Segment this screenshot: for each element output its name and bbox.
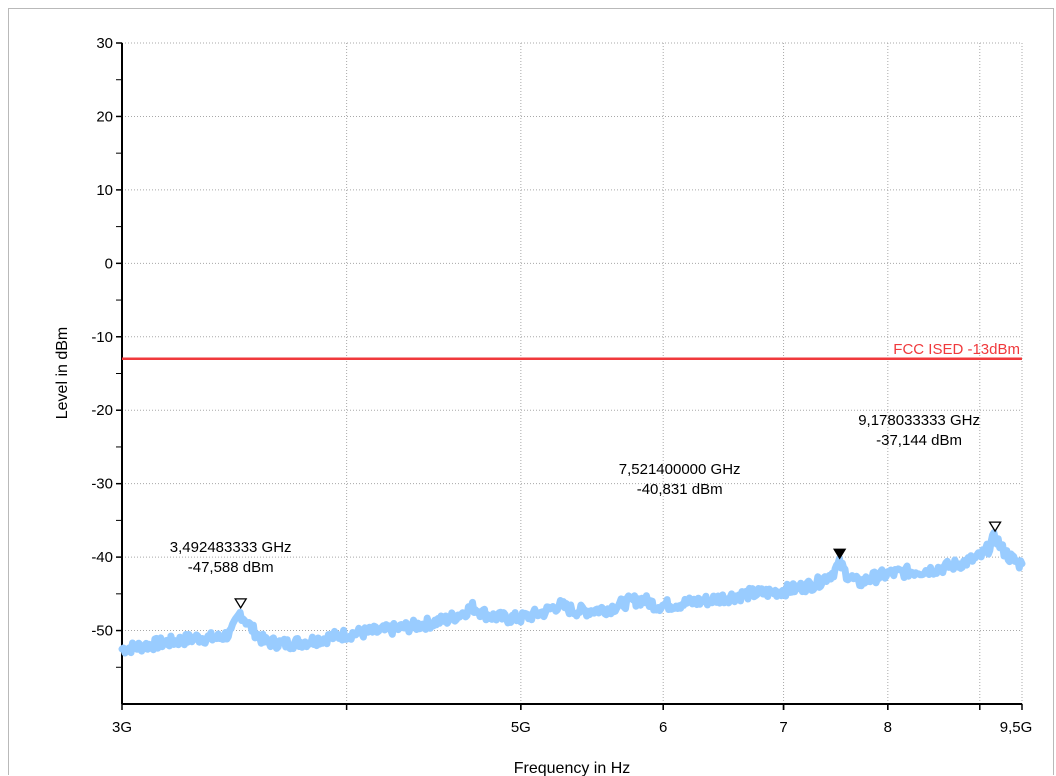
spectrum-trace xyxy=(118,529,1026,657)
x-axis-title: Frequency in Hz xyxy=(514,760,631,776)
y-tick-label: 30 xyxy=(96,35,113,52)
y-tick-label: 0 xyxy=(105,255,113,272)
y-tick-label: -50 xyxy=(91,623,113,640)
x-tick-label: 9,5G xyxy=(1000,719,1033,736)
marker-open-triangle xyxy=(234,598,248,610)
limit-line-label: FCC ISED -13dBm xyxy=(893,341,1020,358)
x-tick-label: 7 xyxy=(779,719,787,736)
x-tick-label: 8 xyxy=(884,719,892,736)
marker-open-triangle xyxy=(988,521,1002,533)
marker-frequency-label: 9,178033333 GHz xyxy=(858,412,980,429)
spectrum-chart: -50 -40 -30 -20 -10 0 10 20 30 3G 5G 6 7 8 9,5G FCC I… xyxy=(54,35,1032,776)
marker-filled-triangle xyxy=(832,548,847,560)
y-tick-label: 20 xyxy=(96,108,113,125)
x-tick-label: 6 xyxy=(659,719,667,736)
marker-level-label: -37,144 dBm xyxy=(876,432,962,449)
y-tick-labels: -50 -40 -30 -20 -10 0 10 20 30 xyxy=(91,35,113,640)
x-tick-labels: 3G 5G 6 7 8 9,5G xyxy=(112,719,1032,736)
grid-layer xyxy=(122,42,1023,704)
marker-frequency-label: 7,521400000 GHz xyxy=(619,461,741,478)
y-tick-label: -20 xyxy=(91,402,113,419)
y-tick-label: -30 xyxy=(91,476,113,493)
axis-layer xyxy=(116,42,1023,710)
series-layer xyxy=(118,529,1026,657)
chart-frame: -50 -40 -30 -20 -10 0 10 20 30 3G 5G 6 7 8 9,5G FCC I… xyxy=(8,8,1054,776)
y-tick-label: -10 xyxy=(91,329,113,346)
marker-level-label: -47,588 dBm xyxy=(188,559,274,576)
x-tick-label: 5G xyxy=(511,719,531,736)
x-tick-label: 3G xyxy=(112,719,132,736)
marker-layer: 3,492483333 GHz -47,588 dBm 7,521400000 GH… xyxy=(170,412,1002,610)
y-axis-title: Level in dBm xyxy=(54,327,71,420)
y-tick-label: -40 xyxy=(91,549,113,566)
y-tick-label: 10 xyxy=(96,182,113,199)
marker-level-label: -40,831 dBm xyxy=(637,481,723,498)
limit-layer: FCC ISED -13dBm xyxy=(122,341,1022,361)
marker-frequency-label: 3,492483333 GHz xyxy=(170,539,292,556)
